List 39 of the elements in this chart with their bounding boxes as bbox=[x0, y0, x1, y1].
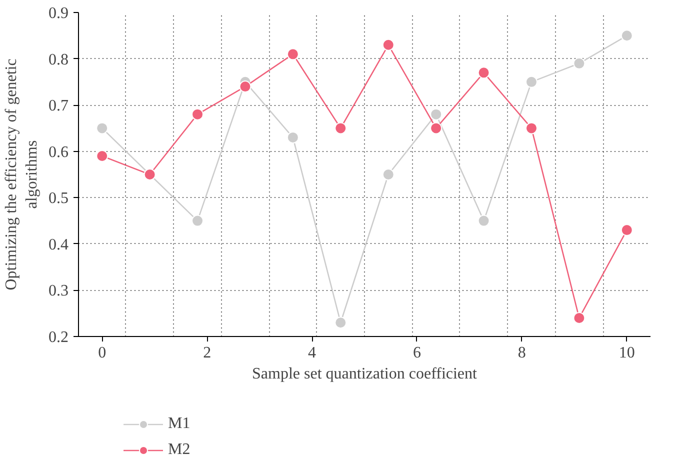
y-tick-label: 0.8 bbox=[48, 51, 68, 68]
point bbox=[430, 108, 442, 120]
y-tick-label: 0.7 bbox=[48, 98, 68, 115]
y-axis-title: Optimizing the efficiency of genetic algorithms bbox=[3, 58, 40, 290]
y-tick-label: 0.4 bbox=[48, 236, 68, 254]
x-axis-title: Sample set quantization coefficient bbox=[252, 366, 478, 382]
legend-label: M1 bbox=[168, 415, 190, 433]
point bbox=[525, 76, 538, 88]
x-tick-label: 2 bbox=[203, 344, 212, 362]
y-tick-label: 0.5 bbox=[48, 190, 68, 208]
point bbox=[573, 57, 586, 70]
legend-label: M2 bbox=[168, 441, 190, 459]
point bbox=[382, 38, 394, 51]
point bbox=[478, 66, 490, 79]
point bbox=[192, 108, 204, 120]
x-tick-label: 10 bbox=[618, 344, 635, 362]
x-tick-label: 4 bbox=[308, 344, 316, 362]
x-tick-label: 8 bbox=[518, 344, 526, 362]
point bbox=[478, 214, 490, 227]
point bbox=[525, 122, 538, 134]
x-tick-label: 6 bbox=[412, 344, 421, 362]
point bbox=[96, 150, 108, 162]
x-tick-label: 0 bbox=[98, 344, 106, 362]
point bbox=[620, 30, 633, 42]
point bbox=[382, 168, 394, 180]
y-tick-label: 0.2 bbox=[48, 329, 68, 346]
point bbox=[286, 131, 299, 144]
point bbox=[286, 48, 299, 60]
point bbox=[334, 122, 347, 134]
point bbox=[430, 122, 442, 134]
point bbox=[239, 80, 252, 93]
y-tick-label: 0.6 bbox=[48, 144, 68, 161]
y-tick-label: 0.9 bbox=[48, 5, 68, 22]
point bbox=[334, 316, 347, 329]
point bbox=[96, 122, 108, 134]
y-tick-label: 0.3 bbox=[48, 282, 68, 300]
point bbox=[620, 224, 633, 236]
point bbox=[573, 312, 586, 324]
point bbox=[192, 214, 204, 227]
